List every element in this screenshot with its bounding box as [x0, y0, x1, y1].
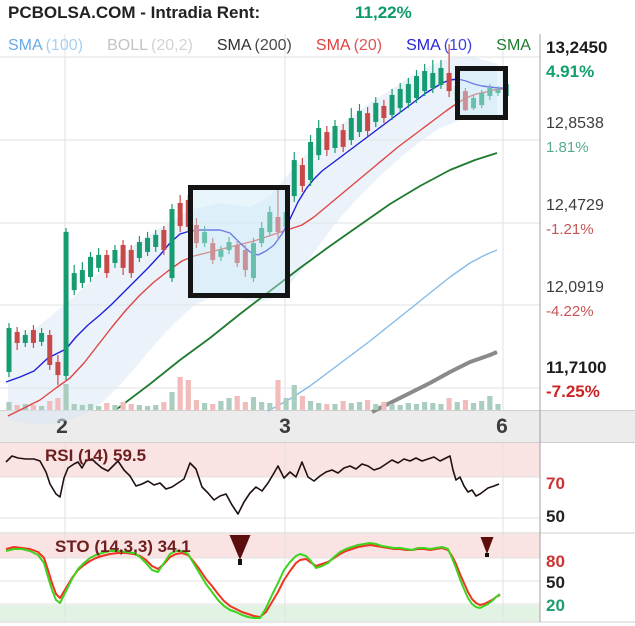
sma200-line	[371, 350, 498, 414]
x-axis-label-3: 3	[279, 415, 291, 438]
intraday-return-value: 11,22%	[355, 3, 412, 22]
x-axis-strip: 2 3 6	[0, 410, 635, 443]
x-axis-label-2: 2	[56, 415, 68, 438]
rsi-level-70: 70	[546, 474, 565, 493]
highlight-boxes	[188, 66, 508, 298]
price-axis-change: -7.25%	[546, 382, 600, 401]
price-axis-label: 12,4729	[546, 197, 604, 214]
rsi-label: RSI (14) 59.5	[45, 446, 147, 465]
sto-level-20: 20	[546, 596, 565, 615]
legend-item-sma20[interactable]: SMA (20)	[315, 37, 383, 54]
legend-item-sma100[interactable]: SMA (100)	[8, 37, 84, 54]
price-axis-label: 12,0919	[546, 279, 604, 296]
price-axis-label: 13,2450	[546, 38, 608, 57]
price-axis-change: -1.21%	[546, 221, 594, 238]
indicator-bands	[0, 443, 540, 621]
header: PCBOLSA.COM - Intradia Rent: 11,22%	[8, 3, 628, 29]
sto-lines	[5, 542, 501, 619]
volume-bars	[6, 377, 501, 410]
sto-level-50: 50	[546, 573, 565, 592]
price-axis-label: 12,8538	[546, 115, 604, 132]
rsi-level-50: 50	[546, 507, 565, 526]
legend-item-sma-green[interactable]: SMA	[496, 37, 531, 54]
page-title: PCBOLSA.COM - Intradia Rent:	[8, 3, 261, 22]
sma100-line	[267, 249, 498, 412]
sto-label: STO (14,3,3) 34.1	[55, 537, 191, 556]
price-axis-label: 11,7100	[546, 358, 607, 377]
price-axis-change: -4.22%	[546, 303, 594, 320]
legend-item-boll[interactable]: BOLL (20,2)	[107, 37, 193, 54]
legend-item-sma10[interactable]: SMA (10)	[406, 37, 473, 54]
x-axis-label-6: 6	[496, 415, 508, 438]
legend-item-sma200[interactable]: SMA (200)	[216, 37, 292, 54]
indicator-legend: SMA (100) BOLL (20,2) SMA (200) SMA (20) SMA…	[8, 37, 534, 55]
price-axis-change: 1.81%	[546, 139, 589, 156]
sell-arrow-markers	[229, 535, 494, 565]
rsi-line	[5, 455, 500, 515]
bollinger-cloud	[8, 56, 497, 424]
price-axis-change: 4.91%	[546, 62, 595, 81]
sto-level-80: 80	[546, 552, 565, 571]
sma-green-line	[116, 152, 498, 410]
